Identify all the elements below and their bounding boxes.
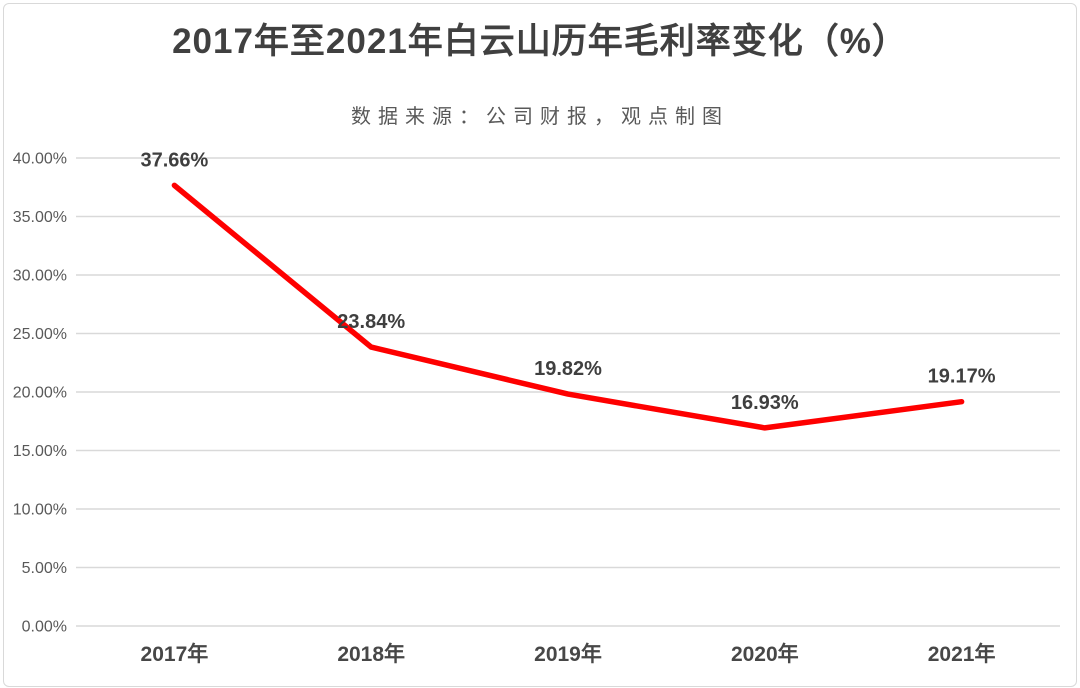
data-point-label: 19.17% bbox=[928, 366, 996, 388]
data-point-label: 19.82% bbox=[534, 358, 602, 380]
y-axis-tick-label: 30.00% bbox=[13, 268, 67, 285]
series-line bbox=[171, 182, 965, 431]
y-axis-tick-label: 0.00% bbox=[22, 619, 67, 636]
x-axis-tick-label: 2019年 bbox=[534, 642, 602, 666]
y-axis-tick-label: 40.00% bbox=[13, 151, 67, 168]
y-axis-tick-label: 15.00% bbox=[13, 443, 67, 460]
chart-subtitle: 数据来源：公司财报，观点制图 bbox=[351, 106, 729, 128]
x-axis-tick-label: 2017年 bbox=[141, 642, 209, 666]
y-axis-tick-label: 5.00% bbox=[22, 560, 67, 577]
x-axis-tick-label: 2018年 bbox=[337, 642, 405, 666]
data-point-label: 37.66% bbox=[140, 149, 208, 171]
x-axis-tick-label: 2020年 bbox=[731, 642, 799, 666]
data-point-label: 23.84% bbox=[337, 311, 405, 333]
x-axis-tick-label: 2021年 bbox=[928, 642, 996, 666]
chart-title: 2017年至2021年白云山历年毛利率变化（%） bbox=[172, 22, 908, 61]
y-axis-tick-label: 35.00% bbox=[13, 209, 67, 226]
y-axis-tick-label: 25.00% bbox=[13, 326, 67, 343]
y-axis-tick-label: 10.00% bbox=[13, 502, 67, 519]
data-point-label: 16.93% bbox=[731, 392, 799, 414]
y-axis-tick-label: 20.00% bbox=[13, 385, 67, 402]
